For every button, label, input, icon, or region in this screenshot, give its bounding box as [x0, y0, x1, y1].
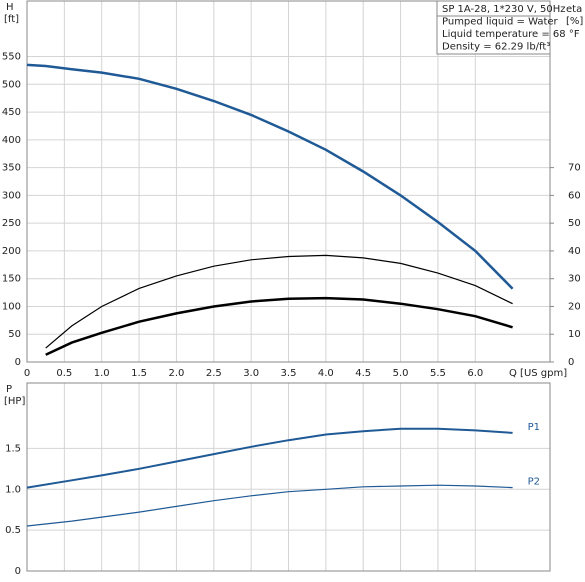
x-tick-label: 3.0 [243, 368, 259, 379]
x-tick-label: 1.5 [131, 368, 147, 379]
y-tick-label: 200 [2, 246, 21, 257]
y2-tick-label: 0 [568, 357, 574, 368]
x-tick-label: 5.0 [393, 368, 409, 379]
y2-tick-label: 60 [568, 190, 581, 201]
y2-tick-label: 50 [568, 218, 581, 229]
y-tick-label: 50 [8, 329, 21, 340]
curve [26, 484, 513, 527]
curve [45, 296, 513, 356]
info-line: Pumped liquid = Water [442, 17, 559, 28]
y-axis-label: H [6, 2, 14, 13]
x-tick-label: 6.0 [467, 368, 483, 379]
y-tick-label: 1.0 [5, 484, 21, 495]
y-tick-label: 500 [2, 79, 21, 90]
info-line: SP 1A-28, 1*230 V, 50Hz [442, 4, 566, 15]
y2-tick-label: 30 [568, 274, 581, 285]
y-tick-label: 550 [2, 52, 21, 63]
y2-tick-label: 40 [568, 246, 581, 257]
curve [45, 254, 513, 349]
curve [26, 63, 514, 290]
y-tick-label: 250 [2, 218, 21, 229]
x-tick-label: 2.5 [206, 368, 222, 379]
curve-label: P2 [528, 477, 540, 488]
y-tick-label: 400 [2, 135, 21, 146]
y-tick-label: 0 [15, 566, 21, 577]
y-tick-label: 0.5 [5, 525, 21, 536]
info-line: Density = 62.29 lb/ft³ [442, 42, 550, 53]
x-tick-label: 0 [24, 368, 30, 379]
info-line: Liquid temperature = 68 °F [442, 29, 580, 40]
y-axis-unit: [HP] [4, 396, 25, 407]
y2-tick-label: 10 [568, 329, 581, 340]
y-tick-label: 300 [2, 190, 21, 201]
y-tick-label: 1.5 [5, 443, 21, 454]
curve-label: P1 [528, 422, 540, 433]
y-axis-label: P [6, 384, 12, 395]
x-tick-label: 4.0 [318, 368, 334, 379]
x-axis-label: Q [US gpm] [509, 368, 567, 379]
plot-frame [26, 0, 551, 363]
x-tick-label: 4.5 [355, 368, 371, 379]
y-tick-label: 150 [2, 274, 21, 285]
x-tick-label: 0.5 [56, 368, 72, 379]
plot-frame [26, 382, 551, 572]
y2-axis-label: eta [566, 4, 582, 15]
x-tick-label: 2.0 [168, 368, 184, 379]
y-tick-label: 350 [2, 163, 21, 174]
y-tick-label: 100 [2, 301, 21, 312]
y2-tick-label: 20 [568, 301, 581, 312]
x-tick-label: 1.0 [94, 368, 110, 379]
y2-axis-unit: [%] [566, 16, 583, 27]
y-tick-label: 0 [15, 357, 21, 368]
info-box [436, 0, 551, 55]
y-tick-label: 450 [2, 107, 21, 118]
x-tick-label: 3.5 [281, 368, 297, 379]
y2-tick-label: 70 [568, 163, 581, 174]
x-tick-label: 5.5 [430, 368, 446, 379]
y-axis-unit: [ft] [4, 14, 19, 25]
curve [26, 427, 513, 489]
